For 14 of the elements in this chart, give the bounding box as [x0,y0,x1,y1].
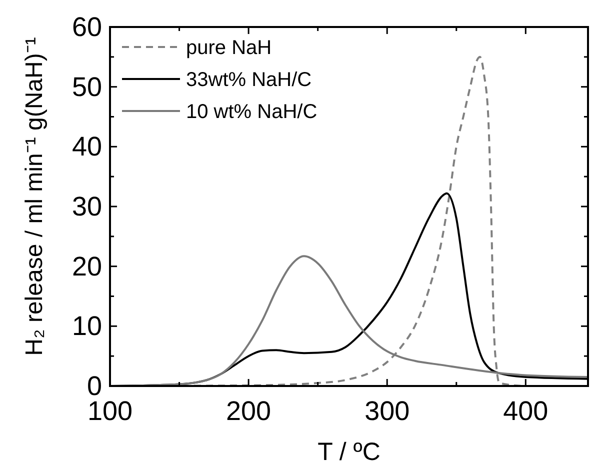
legend-label: 10 wt% NaH/C [186,101,318,123]
x-axis-title: T / ºC [318,438,380,466]
y-axis-title: H₂ release / ml min⁻¹ g(NaH)⁻¹ [21,37,48,356]
x-tick-label: 400 [503,396,548,426]
legend-label: 33wt% NaH/C [186,69,312,91]
y-tick-label: 50 [72,72,102,102]
x-tick-label: 200 [226,396,272,426]
y-tick-label: 40 [72,132,102,162]
y-tick-label: 20 [72,251,102,282]
y-tick-label: 30 [72,192,102,222]
legend-label: pure NaH [186,37,272,59]
x-tick-label: 300 [364,396,410,426]
y-tick-label: 10 [72,311,102,342]
y-tick-label: 60 [72,12,102,42]
